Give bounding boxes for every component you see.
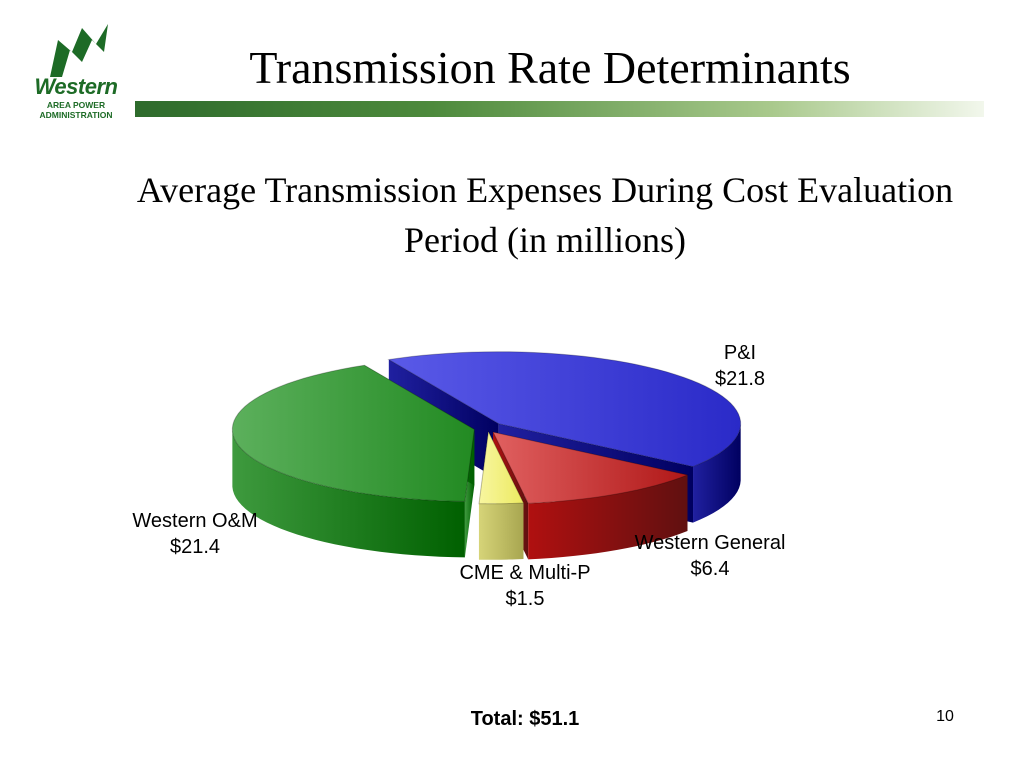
pie-slice-western-general — [492, 431, 690, 560]
western-logo: Western AREA POWER ADMINISTRATION — [20, 22, 132, 120]
slice-label-western-om: Western O&M $21.4 — [115, 508, 275, 560]
lightning-bolt-icon — [50, 24, 108, 77]
slice-label-p-and-i: P&I $21.8 — [690, 340, 790, 392]
chart-subtitle: Average Transmission Expenses During Cos… — [136, 170, 954, 260]
pie-slice-cme-multi-p — [478, 430, 525, 560]
pie-slice-side — [232, 430, 465, 558]
slice-name: P&I — [723, 342, 757, 364]
slice-label-western-general: Western General $6.4 — [615, 530, 805, 582]
slice-name: Western O&M — [132, 510, 258, 532]
pie-slice-western-o-m — [231, 364, 475, 558]
pie-slice-top — [478, 430, 525, 505]
slice-value: $1.5 — [505, 588, 545, 610]
slice-name: CME & Multi-P — [459, 562, 591, 584]
pie-slice-top — [492, 431, 690, 504]
logo-subtitle-line2: ADMINISTRATION — [39, 110, 113, 120]
page-number: 10 — [936, 708, 954, 725]
slice-label-cme-multi-p: CME & Multi-P $1.5 — [440, 560, 610, 612]
pie-slice-side — [693, 424, 741, 523]
slice-value: $21.8 — [714, 368, 766, 390]
slide-title: Transmission Rate Determinants — [249, 42, 851, 93]
logo-wordmark: Western — [34, 74, 118, 99]
pie-slice-top — [387, 351, 742, 468]
chart-total: Total: $51.1 — [470, 708, 580, 730]
pie-slice-side — [528, 474, 688, 560]
title-underline-bar — [135, 101, 984, 117]
slice-name: Western General — [634, 532, 786, 554]
pie-slice-top — [231, 364, 475, 502]
logo-subtitle-line1: AREA POWER — [46, 100, 106, 110]
pie-slice-side — [478, 503, 524, 560]
slice-value: $6.4 — [690, 558, 730, 580]
slice-value: $21.4 — [169, 536, 221, 558]
